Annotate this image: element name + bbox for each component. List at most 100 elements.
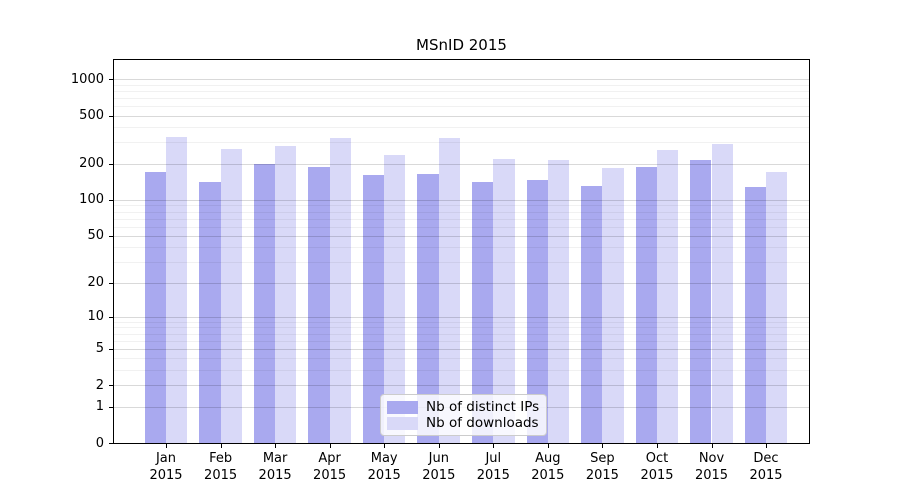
bar-downloads — [711, 144, 733, 443]
bar-downloads — [438, 137, 461, 443]
y-tick-label: 2 — [95, 377, 104, 393]
gridline — [114, 218, 809, 220]
x-tick-mark — [384, 444, 386, 448]
x-tick-label: Jul 2015 — [476, 451, 510, 483]
gridline — [114, 370, 809, 371]
bar-downloads — [493, 159, 515, 443]
y-tick-label: 1000 — [70, 71, 104, 87]
grid-layer — [114, 60, 809, 443]
x-tick-mark — [711, 444, 713, 448]
y-tick-mark — [109, 316, 113, 318]
bar-distinct-ips — [362, 174, 385, 443]
gridline — [114, 199, 809, 201]
bars-layer — [114, 60, 809, 443]
gridline — [114, 321, 809, 323]
bar-downloads — [329, 138, 351, 443]
y-tick-mark — [109, 115, 113, 117]
y-tick-label: 5 — [95, 341, 104, 357]
x-tick-label: Sep 2015 — [585, 451, 619, 483]
y-tick-mark — [109, 406, 113, 408]
x-tick-mark — [275, 444, 277, 448]
gridline — [114, 226, 809, 228]
gridline — [114, 385, 809, 387]
legend-swatch-downloads — [387, 416, 418, 430]
x-tick-label: May 2015 — [367, 451, 401, 483]
chart-title: MSnID 2015 — [416, 36, 507, 54]
legend: Nb of distinct IPs Nb of downloads — [380, 394, 547, 436]
gridline — [114, 79, 809, 81]
bar-distinct-ips — [744, 187, 767, 443]
y-tick-mark — [109, 348, 113, 350]
gridline — [114, 106, 809, 107]
legend-item-distinct-ips: Nb of distinct IPs — [387, 399, 540, 415]
x-tick-mark — [547, 444, 549, 448]
bar-downloads — [275, 145, 297, 443]
x-tick-label: Oct 2015 — [640, 451, 674, 483]
legend-label-distinct-ips: Nb of distinct IPs — [426, 399, 540, 415]
bar-downloads — [766, 171, 788, 443]
legend-label-downloads: Nb of downloads — [426, 415, 539, 431]
x-tick-mark — [438, 444, 440, 448]
bar-distinct-ips — [690, 159, 712, 443]
gridline — [114, 327, 809, 329]
bar-downloads — [602, 168, 624, 443]
y-tick-mark — [109, 235, 113, 237]
gridline — [114, 127, 809, 129]
y-tick-label: 500 — [79, 108, 104, 124]
x-tick-label: Feb 2015 — [204, 451, 238, 483]
x-tick-label: Aug 2015 — [531, 451, 565, 483]
gridline — [114, 142, 809, 144]
x-tick-mark — [493, 444, 495, 448]
gridline — [114, 247, 809, 249]
bar-downloads — [220, 149, 242, 443]
gridline — [114, 163, 809, 165]
y-tick-mark — [109, 443, 113, 444]
x-tick-label: Apr 2015 — [313, 451, 347, 483]
bar-distinct-ips — [144, 172, 166, 443]
x-tick-mark — [657, 444, 658, 448]
bar-distinct-ips — [253, 164, 276, 443]
x-tick-mark — [766, 444, 767, 448]
y-tick-label: 20 — [87, 275, 104, 291]
bar-distinct-ips — [472, 181, 494, 443]
bar-distinct-ips — [526, 179, 548, 443]
gridline — [114, 358, 809, 360]
gridline — [114, 84, 809, 86]
bar-downloads — [384, 154, 406, 443]
gridline — [114, 348, 809, 350]
gridline — [114, 282, 809, 284]
x-tick-mark — [220, 444, 222, 448]
x-tick-label: Jan 2015 — [149, 451, 183, 483]
gridline — [114, 97, 809, 99]
y-tick-mark — [109, 385, 113, 387]
x-tick-label: Dec 2015 — [749, 451, 783, 483]
gridline — [114, 211, 809, 213]
gridline — [114, 90, 809, 92]
legend-item-downloads: Nb of downloads — [387, 415, 540, 431]
x-tick-mark — [166, 444, 167, 448]
y-tick-label: 10 — [87, 309, 104, 325]
y-tick-label: 1 — [95, 399, 104, 414]
bar-downloads — [547, 160, 570, 443]
y-tick-label: 100 — [79, 192, 104, 208]
plot-area: Nb of distinct IPs Nb of downloads — [113, 59, 810, 444]
gridline — [114, 205, 809, 207]
y-tick-mark — [109, 282, 113, 284]
legend-swatch-distinct-ips — [387, 400, 418, 414]
y-tick-mark — [109, 199, 113, 201]
x-tick-label: Nov 2015 — [694, 451, 729, 483]
gridline — [114, 333, 809, 335]
gridline — [114, 235, 809, 237]
gridline — [114, 262, 809, 264]
y-tick-label: 200 — [79, 156, 104, 172]
bar-distinct-ips — [199, 181, 221, 443]
x-tick-label: Mar 2015 — [258, 451, 292, 483]
y-tick-mark — [109, 79, 113, 81]
gridline — [114, 115, 809, 117]
bar-distinct-ips — [417, 174, 439, 443]
x-tick-label: Jun 2015 — [422, 451, 456, 483]
bar-distinct-ips — [581, 185, 603, 443]
y-tick-label: 50 — [87, 228, 104, 244]
y-tick-mark — [109, 163, 113, 165]
